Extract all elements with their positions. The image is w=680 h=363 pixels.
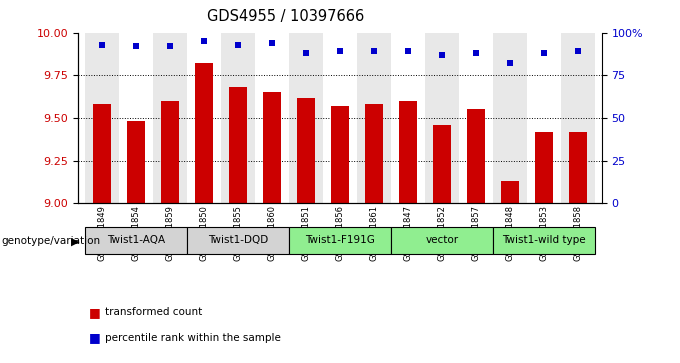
- Point: [403, 49, 413, 54]
- Point: [471, 50, 481, 56]
- FancyBboxPatch shape: [289, 227, 391, 254]
- Text: ■: ■: [88, 331, 100, 344]
- Bar: [527, 33, 561, 203]
- FancyBboxPatch shape: [85, 227, 187, 254]
- Bar: [357, 33, 391, 203]
- Point: [199, 38, 209, 44]
- Point: [505, 61, 515, 66]
- Bar: [466, 109, 486, 203]
- Bar: [534, 132, 554, 203]
- Point: [437, 52, 447, 58]
- Point: [539, 50, 549, 56]
- Point: [165, 44, 175, 49]
- Bar: [262, 92, 282, 203]
- Point: [335, 49, 345, 54]
- Bar: [126, 121, 146, 203]
- Text: ▶: ▶: [71, 236, 79, 246]
- Bar: [459, 33, 493, 203]
- Bar: [398, 101, 418, 203]
- Bar: [194, 64, 214, 203]
- Text: Twist1-wild type: Twist1-wild type: [503, 235, 585, 245]
- Bar: [432, 125, 452, 203]
- Bar: [153, 33, 187, 203]
- Point: [573, 49, 583, 54]
- Bar: [425, 33, 459, 203]
- Text: ■: ■: [88, 306, 100, 319]
- Point: [369, 49, 379, 54]
- Bar: [119, 33, 153, 203]
- Point: [267, 40, 277, 46]
- Bar: [296, 98, 316, 203]
- Bar: [493, 33, 527, 203]
- Text: genotype/variation: genotype/variation: [1, 236, 101, 246]
- FancyBboxPatch shape: [391, 227, 493, 254]
- Point: [233, 42, 243, 48]
- Bar: [187, 33, 221, 203]
- Text: transformed count: transformed count: [105, 307, 203, 317]
- Text: Twist1-DQD: Twist1-DQD: [208, 235, 268, 245]
- Text: percentile rank within the sample: percentile rank within the sample: [105, 333, 282, 343]
- Bar: [500, 181, 520, 203]
- Bar: [323, 33, 357, 203]
- Bar: [160, 101, 180, 203]
- Point: [97, 42, 107, 48]
- Bar: [330, 106, 350, 203]
- FancyBboxPatch shape: [493, 227, 595, 254]
- Bar: [92, 104, 112, 203]
- Bar: [221, 33, 255, 203]
- Text: vector: vector: [426, 235, 458, 245]
- Bar: [85, 33, 119, 203]
- Bar: [561, 33, 595, 203]
- Point: [131, 44, 141, 49]
- Bar: [568, 132, 588, 203]
- Point: [301, 50, 311, 56]
- Bar: [391, 33, 425, 203]
- FancyBboxPatch shape: [187, 227, 289, 254]
- Bar: [228, 87, 248, 203]
- Text: GDS4955 / 10397666: GDS4955 / 10397666: [207, 9, 364, 24]
- Bar: [364, 104, 384, 203]
- Bar: [289, 33, 323, 203]
- Bar: [255, 33, 289, 203]
- Text: Twist1-F191G: Twist1-F191G: [305, 235, 375, 245]
- Text: Twist1-AQA: Twist1-AQA: [107, 235, 165, 245]
